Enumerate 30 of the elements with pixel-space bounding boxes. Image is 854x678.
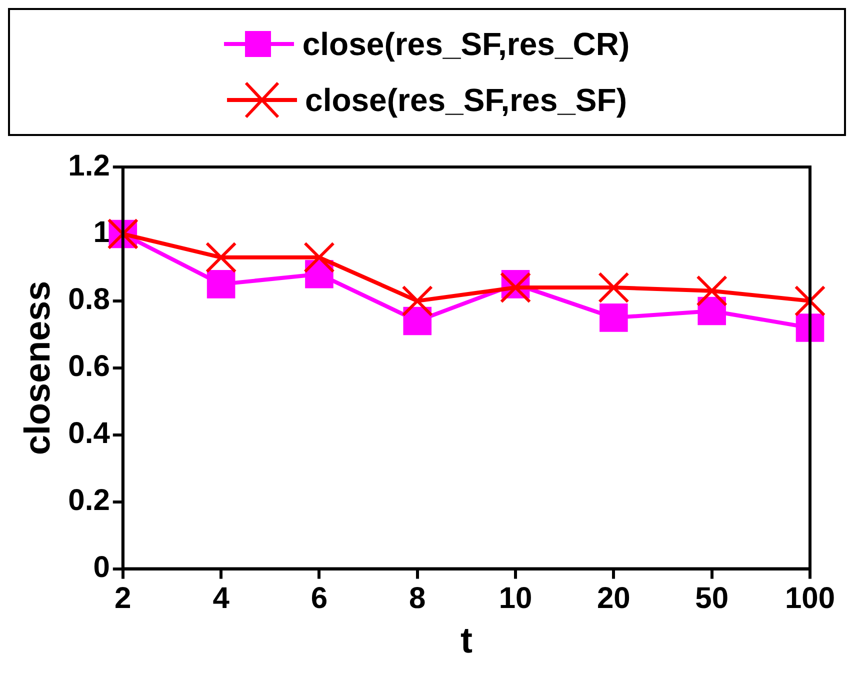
legend-label: close(res_SF,res_SF): [305, 81, 627, 120]
x-tick-label: 20: [597, 582, 630, 616]
point: [402, 285, 434, 317]
point: [500, 272, 532, 304]
y-tick-label: 1.2: [68, 149, 110, 182]
point: [698, 296, 726, 326]
x-tick-label: 100: [784, 582, 836, 616]
y-tick-label: 0: [93, 551, 110, 584]
x-tick-label: 50: [695, 582, 729, 616]
y-tick-label: 1: [93, 216, 110, 250]
point: [598, 272, 630, 304]
x-tick-label: 6: [310, 582, 328, 616]
point: [696, 275, 728, 307]
x-tick-label: 8: [409, 582, 426, 616]
point: [206, 270, 236, 298]
point: [794, 285, 826, 317]
y-tick-label: 0.4: [68, 417, 110, 450]
x-tick-label: 10: [498, 582, 532, 616]
point: [304, 242, 335, 274]
point: [205, 242, 237, 274]
y-tick-label: 0.8: [68, 283, 110, 316]
x-tick-label: 2: [114, 582, 132, 616]
point: [403, 306, 432, 336]
y-tick-label: 0.6: [68, 350, 110, 384]
x-axis-title: t: [460, 619, 472, 660]
x-tick-label: 4: [212, 582, 230, 616]
y-tick-label: 0.2: [68, 484, 110, 518]
y-axis-title: closeness: [16, 280, 58, 455]
point: [600, 304, 628, 332]
legend-label: close(res_SF,res_CR): [302, 25, 630, 64]
